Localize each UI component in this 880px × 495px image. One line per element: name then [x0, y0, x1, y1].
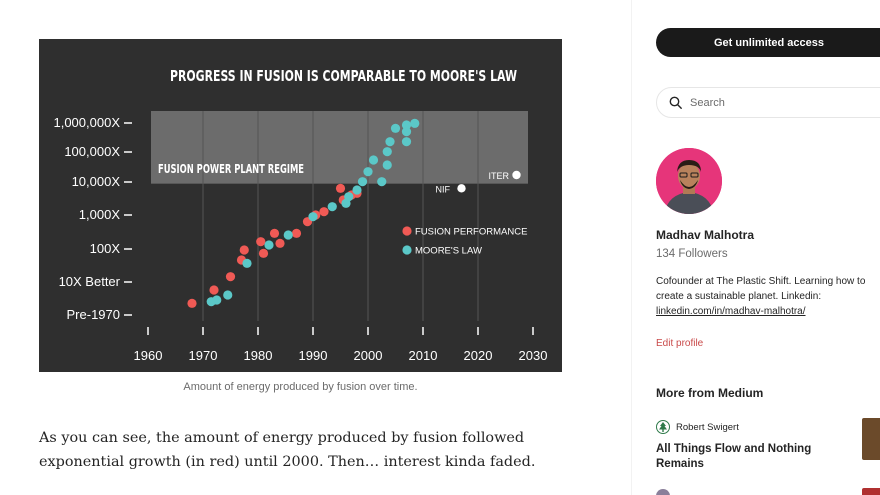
- fusion-chart: PROGRESS IN FUSION IS COMPARABLE TO MOOR…: [53, 67, 548, 363]
- data-point-moore: [382, 160, 392, 170]
- data-point-moore: [363, 167, 373, 177]
- data-point-moore: [368, 155, 379, 165]
- get-unlimited-access-button[interactable]: Get unlimited access: [656, 28, 880, 57]
- x-tick-label: 1960: [134, 348, 163, 363]
- data-point-moore: [327, 202, 337, 212]
- data-point-moore: [382, 147, 392, 157]
- data-point-moore: [352, 185, 362, 195]
- data-point-moore: [401, 127, 412, 137]
- x-tick-label: 2020: [464, 348, 493, 363]
- y-tick-label: 1,000,000X: [53, 115, 120, 130]
- legend-label: MOORE'S LAW: [415, 246, 482, 257]
- bio-linkedin-link[interactable]: linkedin.com/in/madhav-malhotra/: [656, 306, 806, 317]
- x-tick-label: 2010: [409, 348, 438, 363]
- data-point-fusion: [239, 245, 249, 255]
- recommendation-author: Robert Swigert: [676, 421, 739, 433]
- annotation-label: NIF: [436, 184, 451, 194]
- search-box[interactable]: [656, 87, 880, 118]
- fusion-power-plant-region: [151, 111, 528, 184]
- data-point-moore: [223, 290, 233, 300]
- x-tick-label: 1980: [244, 348, 273, 363]
- more-from-medium-heading: More from Medium: [656, 386, 764, 400]
- next-recommendation-avatar[interactable]: [656, 489, 670, 495]
- author-name[interactable]: Madhav Malhotra: [656, 228, 755, 242]
- y-tick-label: 10,000X: [72, 174, 121, 189]
- data-point-moore: [283, 230, 293, 240]
- x-tick-label: 2030: [519, 348, 548, 363]
- legend-swatch: [402, 226, 412, 236]
- data-point-fusion: [335, 183, 346, 193]
- search-icon: [669, 96, 682, 109]
- data-point-moore: [377, 177, 387, 187]
- recommendation-author-row[interactable]: Robert Swigert: [656, 420, 739, 434]
- data-point-fusion: [291, 228, 302, 238]
- x-tick-label: 1990: [299, 348, 328, 363]
- data-point-moore: [308, 212, 318, 222]
- sidebar-divider: [631, 0, 632, 495]
- data-point-fusion: [319, 207, 329, 217]
- author-avatar[interactable]: [656, 148, 722, 214]
- bio-text: Cofounder at The Plastic Shift. Learning…: [656, 276, 866, 302]
- fusion-chart-figure[interactable]: PROGRESS IN FUSION IS COMPARABLE TO MOOR…: [39, 39, 562, 372]
- data-point-fusion: [258, 248, 269, 258]
- data-point-moore: [401, 120, 412, 130]
- annotation-point: [512, 170, 521, 180]
- avatar-image: [656, 148, 722, 214]
- search-input[interactable]: [690, 96, 870, 109]
- y-tick-label: 10X Better: [59, 274, 121, 289]
- edit-profile-link[interactable]: Edit profile: [656, 338, 704, 349]
- data-point-fusion: [269, 228, 280, 238]
- followers-count[interactable]: 134 Followers: [656, 248, 728, 260]
- data-point-moore: [357, 177, 368, 187]
- data-point-moore: [264, 240, 274, 250]
- y-tick-label: 100X: [90, 241, 121, 256]
- data-point-moore: [390, 123, 401, 133]
- author-bio: Cofounder at The Plastic Shift. Learning…: [656, 274, 880, 319]
- article-main: PROGRESS IN FUSION IS COMPARABLE TO MOOR…: [39, 39, 562, 470]
- data-point-moore: [344, 192, 354, 202]
- data-point-moore: [242, 258, 252, 268]
- data-point-moore: [410, 118, 420, 128]
- sidebar: Get unlimited access Madhav Malhotra 134…: [632, 0, 880, 495]
- data-point-moore: [212, 295, 222, 305]
- publication-tree-icon: [656, 420, 670, 434]
- figure-caption: Amount of energy produced by fusion over…: [183, 381, 418, 393]
- data-point-fusion: [275, 238, 285, 248]
- article-paragraph: As you can see, the amount of energy pro…: [39, 430, 536, 470]
- legend-label: FUSION PERFORMANCE: [415, 227, 527, 238]
- x-tick-label: 1970: [189, 348, 218, 363]
- x-tick-label: 2000: [354, 348, 383, 363]
- y-tick-label: 100,000X: [64, 144, 120, 159]
- data-point-moore: [385, 137, 395, 147]
- annotation-point: [457, 184, 466, 193]
- data-point-fusion: [256, 237, 266, 247]
- legend-swatch: [402, 245, 412, 255]
- y-tick-label: Pre-1970: [67, 307, 120, 322]
- data-point-fusion: [209, 285, 219, 295]
- region-label: FUSION POWER PLANT REGIME: [158, 161, 304, 176]
- chart-title: PROGRESS IN FUSION IS COMPARABLE TO MOOR…: [170, 67, 517, 85]
- y-tick-label: 1,000X: [79, 207, 121, 222]
- next-recommendation-thumbnail[interactable]: [862, 488, 880, 495]
- annotation-label: ITER: [489, 171, 510, 181]
- data-point-fusion: [187, 298, 197, 308]
- data-point-moore: [401, 137, 412, 147]
- recommendation-title[interactable]: All Things Flow and Nothing Remains: [656, 443, 812, 470]
- recommendation-thumbnail[interactable]: [862, 418, 880, 460]
- data-point-fusion: [225, 272, 236, 282]
